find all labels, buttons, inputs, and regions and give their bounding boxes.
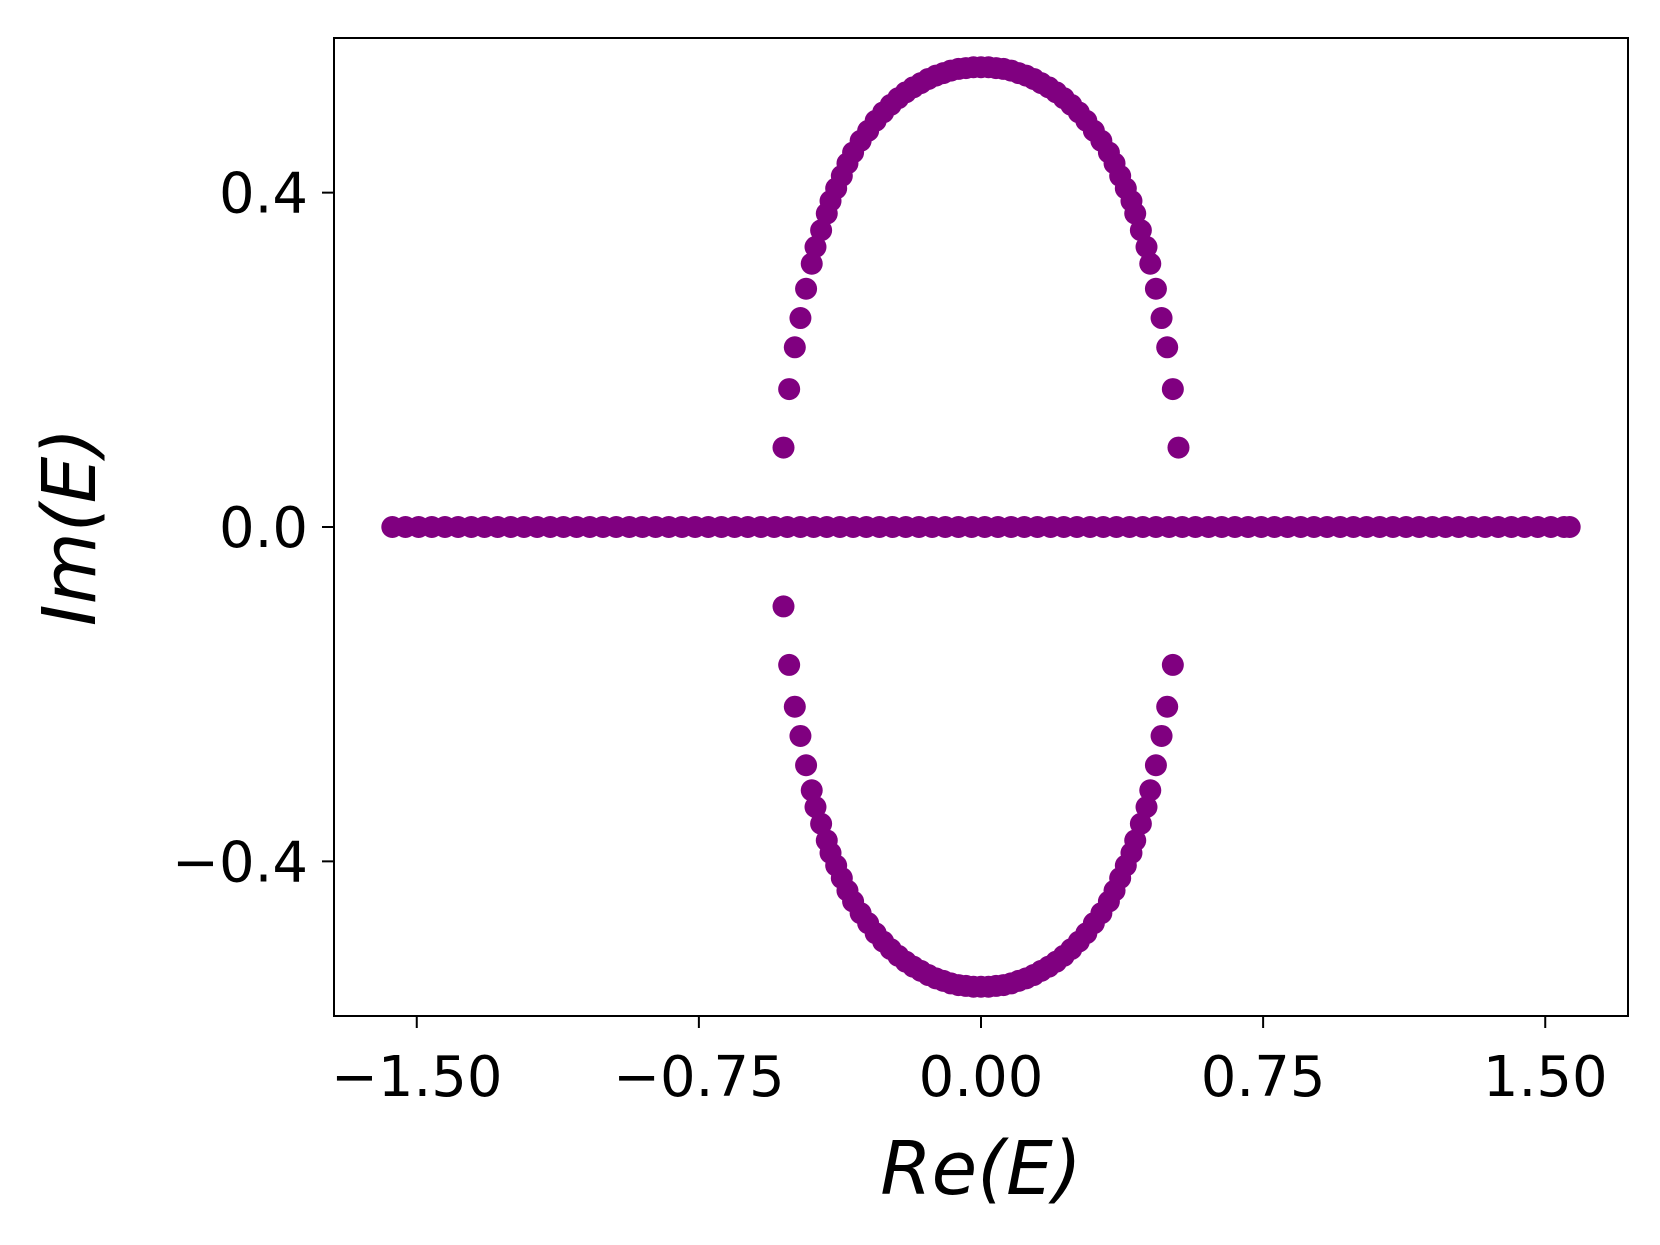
data-point bbox=[810, 219, 833, 242]
data-point bbox=[783, 336, 806, 359]
data-point bbox=[789, 724, 812, 747]
data-point bbox=[789, 307, 812, 330]
data-point bbox=[1135, 235, 1158, 258]
data-points bbox=[381, 56, 1581, 998]
x-tick-label: 0.00 bbox=[919, 1045, 1044, 1110]
data-point bbox=[1156, 336, 1179, 359]
x-tick-label: −1.50 bbox=[331, 1045, 503, 1110]
data-point bbox=[810, 812, 833, 835]
data-point bbox=[1124, 829, 1147, 852]
data-point bbox=[795, 277, 818, 300]
x-tick-label: 1.50 bbox=[1483, 1045, 1608, 1110]
data-point bbox=[772, 436, 795, 459]
data-point bbox=[1156, 695, 1179, 718]
y-tick-label: 0.0 bbox=[219, 496, 308, 561]
data-point bbox=[1129, 219, 1152, 242]
x-tick-label: 0.75 bbox=[1201, 1045, 1326, 1110]
data-point bbox=[1124, 202, 1147, 225]
y-tick-label: 0.4 bbox=[219, 162, 308, 227]
x-tick-label: −0.75 bbox=[613, 1045, 785, 1110]
data-point bbox=[778, 653, 801, 676]
x-axis-ticks: −1.50 −0.75 0.00 0.75 1.50 bbox=[331, 1016, 1608, 1110]
data-point bbox=[1150, 724, 1173, 747]
data-point bbox=[1161, 653, 1184, 676]
data-point bbox=[1139, 252, 1162, 275]
data-point bbox=[1558, 516, 1581, 538]
data-point bbox=[1167, 436, 1190, 459]
data-point bbox=[783, 695, 806, 718]
data-point bbox=[795, 754, 818, 777]
data-point bbox=[1144, 754, 1167, 777]
data-point bbox=[804, 235, 827, 258]
y-axis-ticks: 0.4 0.0 −0.4 bbox=[172, 162, 334, 895]
data-point bbox=[1139, 779, 1162, 802]
y-axis-label: Im(E) bbox=[27, 428, 113, 626]
data-point bbox=[1129, 812, 1152, 835]
y-tick-label: −0.4 bbox=[172, 830, 308, 895]
data-point bbox=[778, 378, 801, 401]
data-point bbox=[1161, 378, 1184, 401]
data-point bbox=[800, 252, 823, 275]
x-axis-label: Re(E) bbox=[880, 1126, 1081, 1212]
data-point bbox=[1150, 307, 1173, 330]
data-point bbox=[800, 779, 823, 802]
data-point bbox=[804, 796, 827, 819]
data-point bbox=[1135, 796, 1158, 819]
data-point bbox=[1144, 277, 1167, 300]
data-point bbox=[772, 595, 795, 618]
